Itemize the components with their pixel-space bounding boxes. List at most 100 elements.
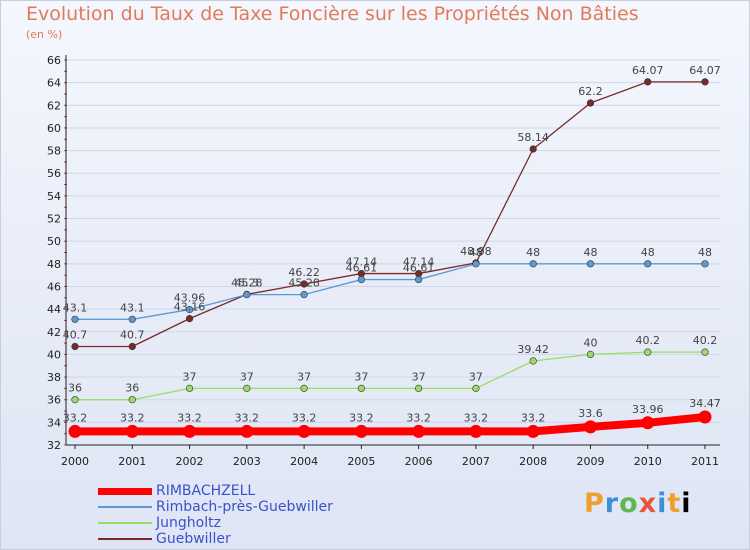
y-tick-label: 48 — [47, 258, 61, 271]
data-point — [357, 275, 365, 284]
data-point — [128, 315, 136, 323]
legend-label: RIMBACHZELL — [156, 483, 256, 499]
data-label: 62.2 — [578, 85, 603, 98]
data-label: 40.2 — [693, 334, 718, 347]
data-label: 46.22 — [288, 266, 320, 279]
y-tick-label: 42 — [47, 326, 61, 339]
data-label: 40.7 — [120, 328, 145, 341]
data-point — [71, 315, 79, 323]
data-point — [701, 78, 709, 86]
data-point — [300, 280, 308, 288]
data-label: 43.16 — [174, 301, 206, 314]
grid — [66, 59, 720, 446]
chart-title: Evolution du Taux de Taxe Foncière sur l… — [26, 3, 639, 25]
data-label: 64.07 — [689, 64, 721, 77]
data-label: 48.08 — [460, 245, 492, 258]
x-tick-label: 2007 — [462, 455, 490, 468]
data-label: 64.07 — [632, 64, 664, 77]
legend-swatch — [98, 538, 152, 540]
data-point — [354, 424, 368, 438]
data-label: 46.61 — [403, 262, 435, 275]
x-tick-label: 2001 — [118, 455, 146, 468]
data-point — [526, 424, 540, 438]
data-point — [472, 384, 480, 392]
data-point — [412, 424, 426, 438]
data-point — [586, 350, 595, 359]
data-label: 37 — [412, 370, 426, 383]
y-tick-label: 38 — [47, 371, 61, 384]
data-label: 37 — [240, 370, 254, 383]
chart-unit-label: (en %) — [26, 28, 63, 41]
data-label: 36 — [125, 382, 139, 395]
data-point — [415, 384, 423, 392]
data-point — [698, 410, 712, 424]
x-tick-label: 2000 — [61, 455, 89, 468]
data-label: 40.2 — [635, 334, 660, 347]
data-point — [240, 424, 254, 438]
data-point — [243, 384, 251, 392]
data-label: 43.1 — [120, 301, 145, 314]
data-label: 33.2 — [63, 411, 88, 424]
legend-swatch — [98, 506, 152, 508]
data-point — [128, 396, 136, 404]
y-tick-label: 36 — [47, 394, 61, 407]
data-label: 48 — [583, 246, 597, 259]
data-label: 58.14 — [517, 131, 549, 144]
data-point — [586, 99, 595, 107]
data-label: 47.14 — [346, 256, 378, 269]
x-tick-label: 2009 — [576, 455, 604, 468]
series-line-3 — [74, 81, 706, 348]
data-point — [300, 384, 308, 392]
data-point — [125, 424, 139, 438]
x-tick-label: 2004 — [290, 455, 318, 468]
data-label: 47.14 — [403, 256, 435, 269]
series-line-1 — [74, 263, 706, 320]
data-label: 37 — [297, 370, 311, 383]
x-tick-label: 2006 — [405, 455, 433, 468]
data-label: 37 — [354, 370, 368, 383]
data-point — [701, 260, 709, 268]
data-point — [529, 260, 537, 268]
data-point — [644, 348, 652, 356]
data-point — [529, 357, 537, 365]
data-label: 33.2 — [406, 411, 431, 424]
data-point — [243, 291, 251, 299]
data-point — [71, 396, 79, 404]
data-point — [128, 342, 136, 351]
data-labels: 40.7 40.7 43.16 45.3 46.22 47.14 47.14 48.08 58.… — [63, 64, 721, 425]
x-tick-label: 2003 — [233, 455, 261, 468]
y-tick-label: 40 — [47, 348, 61, 361]
axes: 32 34 36 38 40 42 44 46 48 50 52 54 56 58 60 62 64 66 2000… — [47, 54, 720, 468]
data-label: 33.2 — [177, 411, 202, 424]
data-label: 43.1 — [63, 301, 88, 314]
data-label: 37 — [183, 370, 197, 383]
x-tick-label: 2010 — [634, 455, 662, 468]
series-line-0 — [71, 413, 709, 436]
data-point — [644, 78, 652, 86]
legend-item: Rimbach-près-Guebwiller — [98, 499, 333, 515]
y-tick-label: 60 — [47, 122, 61, 135]
data-label: 45.28 — [288, 277, 320, 290]
data-point — [644, 260, 652, 268]
data-label: 39.42 — [517, 343, 549, 356]
y-tick-label: 58 — [47, 145, 61, 158]
data-point — [583, 420, 597, 434]
data-label: 34.47 — [689, 397, 721, 410]
data-label: 33.2 — [521, 411, 546, 424]
y-tick-label: 32 — [47, 439, 61, 452]
data-point — [300, 291, 308, 299]
y-tick-label: 64 — [47, 77, 61, 90]
data-label: 40 — [583, 336, 597, 349]
data-label: 48 — [526, 246, 540, 259]
x-tick-label: 2008 — [519, 455, 547, 468]
y-tick-label: 54 — [47, 190, 61, 203]
data-label: 48 — [469, 246, 483, 259]
data-label: 33.96 — [632, 403, 664, 416]
data-point — [469, 424, 483, 438]
data-point — [68, 424, 82, 438]
y-tick-label: 50 — [47, 235, 61, 248]
x-tick-label: 2005 — [347, 455, 375, 468]
data-point — [185, 384, 194, 392]
data-label: 33.2 — [235, 411, 260, 424]
data-label: 40.7 — [63, 328, 88, 341]
